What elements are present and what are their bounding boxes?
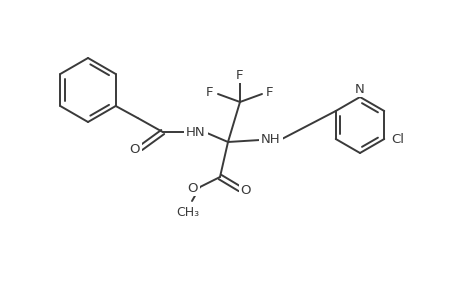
Text: O: O xyxy=(187,182,198,194)
Text: F: F xyxy=(266,85,273,98)
Text: F: F xyxy=(236,68,243,82)
Text: NH: NH xyxy=(261,133,280,146)
Text: O: O xyxy=(240,184,251,196)
Text: O: O xyxy=(129,142,140,155)
Text: N: N xyxy=(354,82,364,95)
Text: CH₃: CH₃ xyxy=(176,206,199,218)
Text: F: F xyxy=(206,85,213,98)
Text: HN: HN xyxy=(185,125,205,139)
Text: Cl: Cl xyxy=(391,133,404,146)
